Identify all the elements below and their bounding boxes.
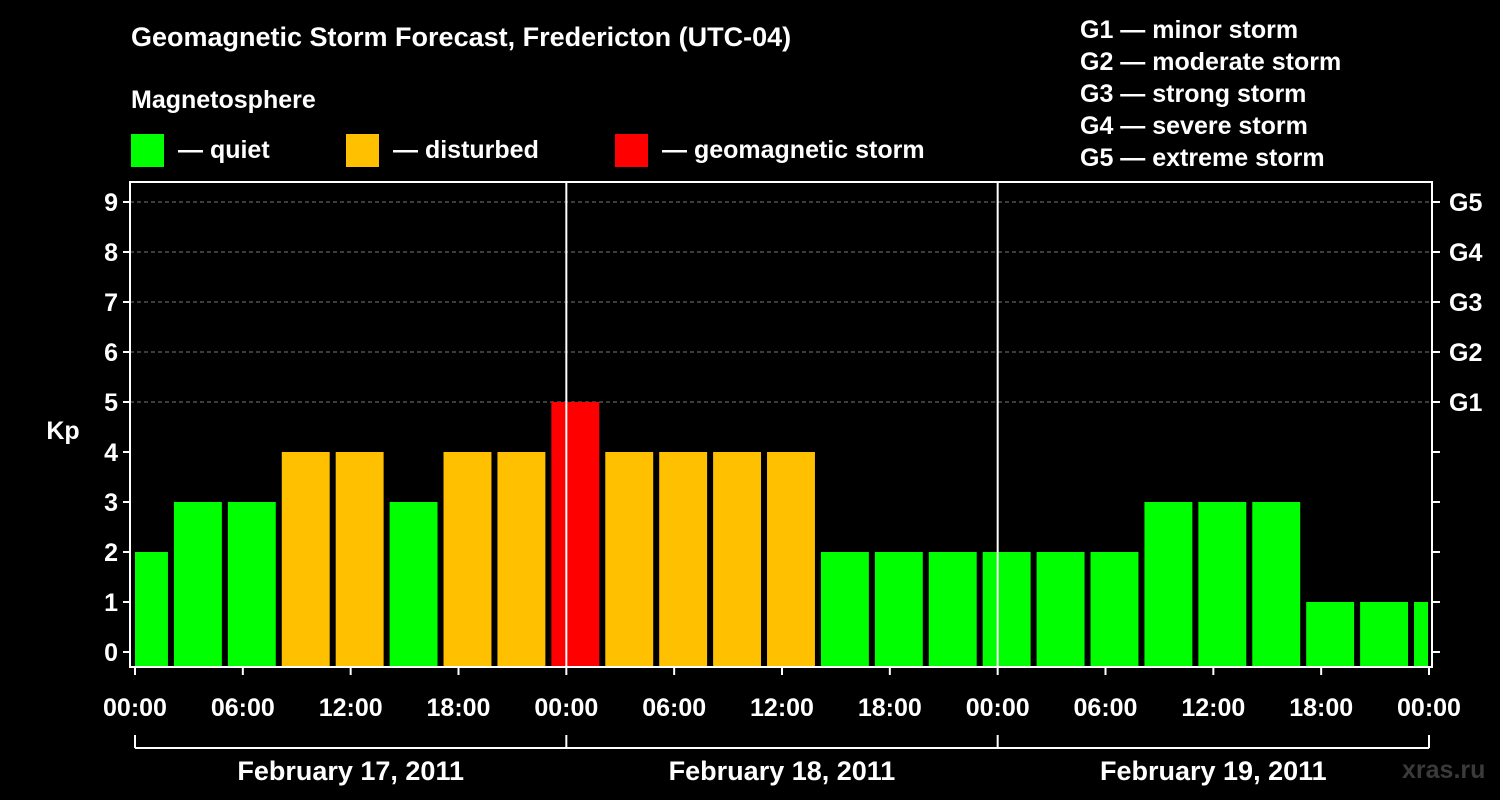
y-tick-label: 6 (104, 339, 118, 367)
storm-scale-g5: G5 — extreme storm (1080, 144, 1325, 172)
kp-bar (551, 402, 600, 667)
kp-bar (1360, 602, 1409, 667)
y-tick-label: 9 (104, 189, 118, 217)
kp-bar (820, 552, 869, 667)
legend-swatch-storm (615, 133, 648, 167)
legend-disturbed: — disturbed (346, 133, 539, 167)
kp-bar (1414, 602, 1428, 667)
date-label: February 19, 2011 (1100, 756, 1327, 786)
x-tick-label: 12:00 (750, 694, 814, 722)
x-tick-label: 00:00 (534, 694, 598, 722)
chart-subtitle: Magnetosphere (131, 86, 316, 114)
storm-scale-g3: G3 — strong storm (1080, 80, 1307, 108)
kp-bar (335, 452, 384, 667)
chart-title: Geomagnetic Storm Forecast, Fredericton … (131, 22, 792, 52)
date-label: February 18, 2011 (669, 756, 896, 786)
legend-storm: — geomagnetic storm (615, 133, 925, 167)
kp-bar (713, 452, 762, 667)
legend-label-quiet: — quiet (178, 135, 270, 164)
x-tick-label: 06:00 (642, 694, 706, 722)
kp-bar (1252, 502, 1301, 667)
storm-scale-g2: G2 — moderate storm (1080, 48, 1342, 76)
kp-bar (982, 552, 1031, 667)
g-scale-label: G4 (1449, 239, 1482, 267)
x-tick-label: 12:00 (319, 694, 383, 722)
kp-bar (874, 552, 923, 667)
kp-bar (928, 552, 977, 667)
storm-scale-legend: G1 — minor storm G2 — moderate storm G3 … (1080, 14, 1341, 174)
legend-quiet: — quiet (131, 133, 270, 167)
y-tick-label: 3 (104, 489, 118, 517)
g-scale-label: G5 (1449, 189, 1482, 217)
x-tick-label: 18:00 (427, 694, 491, 722)
x-tick-label: 00:00 (966, 694, 1030, 722)
kp-bar (173, 502, 222, 667)
x-tick-label: 00:00 (1397, 694, 1461, 722)
g-scale-label: G1 (1449, 389, 1482, 417)
y-tick-label: 4 (104, 439, 118, 467)
y-tick-label: 7 (104, 289, 118, 317)
watermark: xras.ru (1402, 756, 1486, 784)
y-tick-label: 1 (104, 589, 118, 617)
x-tick-label: 06:00 (211, 694, 275, 722)
x-tick-label: 00:00 (103, 694, 167, 722)
x-tick-label: 18:00 (1289, 694, 1353, 722)
storm-scale-g1: G1 — minor storm (1080, 16, 1299, 44)
kp-bar (135, 552, 168, 667)
kp-bar (281, 452, 330, 667)
y-tick-label: 5 (104, 389, 118, 417)
kp-bar (605, 452, 654, 667)
legend-label-disturbed: — disturbed (393, 135, 539, 164)
x-tick-label: 06:00 (1074, 694, 1138, 722)
kp-bar (767, 452, 815, 667)
kp-bar (1036, 552, 1085, 667)
kp-bar (1306, 602, 1355, 667)
legend-swatch-disturbed (346, 133, 379, 167)
x-tick-label: 18:00 (858, 694, 922, 722)
kp-bar (1090, 552, 1139, 667)
date-label: February 17, 2011 (237, 756, 464, 786)
kp-bar (1144, 502, 1193, 667)
legend-label-storm: — geomagnetic storm (662, 135, 925, 164)
kp-bar (227, 502, 276, 667)
g-scale-label: G3 (1449, 289, 1482, 317)
kp-bar (443, 452, 492, 667)
g-scale-label: G2 (1449, 339, 1482, 367)
legend-swatch-quiet (131, 133, 164, 167)
y-tick-label: 2 (104, 539, 118, 567)
storm-scale-g4: G4 — severe storm (1080, 112, 1308, 140)
y-axis-label: Kp (46, 417, 79, 445)
x-tick-label: 12:00 (1181, 694, 1245, 722)
kp-bar (497, 452, 546, 667)
kp-bar (1198, 502, 1247, 667)
y-tick-label: 8 (104, 239, 118, 267)
kp-bar (659, 452, 708, 667)
y-tick-label: 0 (104, 639, 118, 667)
kp-bar (389, 502, 438, 667)
